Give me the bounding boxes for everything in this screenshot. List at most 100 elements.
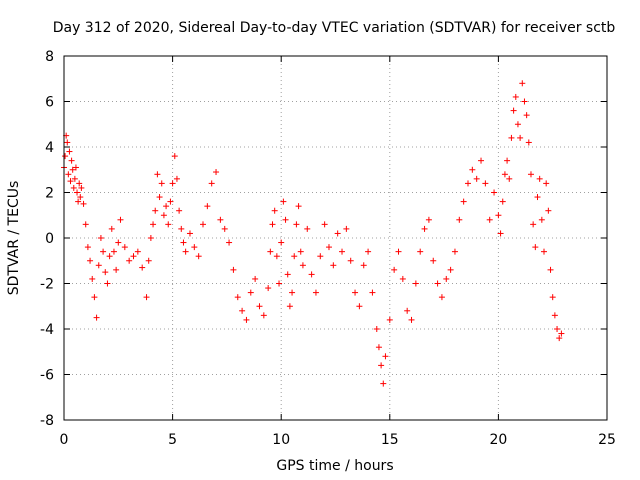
data-point [154, 171, 161, 178]
data-point [169, 180, 176, 187]
data-point [69, 166, 76, 173]
axis-ticks: 0 5 10 15 20 25 -8 -6 -4 -2 0 2 4 6 8 [40, 49, 616, 448]
data-point [556, 335, 563, 342]
data-point [158, 180, 165, 187]
data-point [299, 262, 306, 269]
data-point [243, 316, 250, 323]
data-point [139, 264, 146, 271]
data-point [325, 244, 332, 251]
data-point [71, 175, 78, 182]
data-point [317, 253, 324, 260]
data-point [508, 134, 515, 141]
y-tick-label: -4 [40, 322, 54, 338]
data-point [382, 353, 389, 360]
data-point [447, 266, 454, 273]
data-point [501, 171, 508, 178]
data-point [536, 175, 543, 182]
data-point [360, 262, 367, 269]
data-point [143, 294, 150, 301]
data-point [304, 225, 311, 232]
data-point [66, 148, 73, 155]
data-point [126, 257, 133, 264]
data-point [549, 294, 556, 301]
data-point [460, 198, 467, 205]
data-point [373, 326, 380, 332]
data-point [365, 248, 372, 255]
data-point [339, 248, 346, 255]
x-axis-label: GPS time / hours [276, 458, 393, 474]
data-point [70, 184, 77, 191]
data-point [191, 244, 198, 251]
data-point [110, 248, 117, 255]
data-point [213, 169, 220, 176]
data-point [534, 194, 541, 201]
data-point [195, 253, 202, 260]
data-point [352, 289, 359, 296]
data-point [297, 248, 304, 255]
data-point [273, 253, 280, 260]
data-point [375, 344, 382, 351]
data-point [269, 221, 276, 228]
data-point [176, 207, 183, 214]
data-point [473, 175, 480, 182]
data-point [100, 248, 107, 255]
grid [63, 55, 608, 421]
data-point [167, 198, 174, 205]
data-point [221, 225, 228, 232]
data-point [530, 221, 537, 228]
data-point [117, 216, 124, 223]
data-point [451, 248, 458, 255]
data-point [356, 303, 363, 310]
data-point [417, 248, 424, 255]
data-point [276, 280, 283, 287]
y-tick-label: -6 [40, 368, 54, 384]
data-point [271, 207, 278, 214]
data-point [554, 326, 561, 332]
data-point [80, 200, 87, 207]
data-point [514, 121, 521, 128]
data-point [523, 112, 530, 119]
y-tick-label: 8 [45, 49, 54, 65]
data-point [108, 225, 115, 232]
data-point [239, 307, 246, 314]
data-point [65, 171, 72, 178]
data-point [156, 194, 163, 201]
data-point [525, 139, 532, 146]
data-point [171, 153, 178, 160]
data-point [464, 180, 471, 187]
data-point [134, 248, 141, 255]
data-point [343, 225, 350, 232]
data-point [95, 262, 102, 269]
data-point [369, 289, 376, 296]
data-point [391, 266, 398, 273]
data-point [163, 203, 170, 210]
data-point [256, 303, 263, 310]
data-point [74, 189, 81, 196]
data-point [412, 280, 419, 287]
data-point [186, 230, 193, 237]
plot-frame [63, 55, 608, 421]
x-tick-label: 15 [381, 432, 399, 448]
data-point [84, 244, 91, 251]
x-tick-label: 10 [272, 432, 290, 448]
data-point [106, 253, 113, 260]
data-point [217, 216, 224, 223]
data-point [482, 180, 489, 187]
data-point [421, 225, 428, 232]
data-point [97, 235, 104, 241]
data-point [145, 257, 152, 264]
data-point [89, 275, 96, 282]
data-point [504, 157, 511, 164]
data-point [308, 271, 315, 278]
data-point [443, 275, 450, 282]
data-point [434, 280, 441, 287]
data-point [284, 271, 291, 278]
data-point [182, 248, 189, 255]
data-point [547, 266, 554, 273]
data-point [545, 207, 552, 214]
data-point [321, 221, 328, 228]
data-point [75, 198, 82, 205]
data-point [289, 289, 296, 296]
data-point [280, 198, 287, 205]
data-point [247, 289, 254, 296]
